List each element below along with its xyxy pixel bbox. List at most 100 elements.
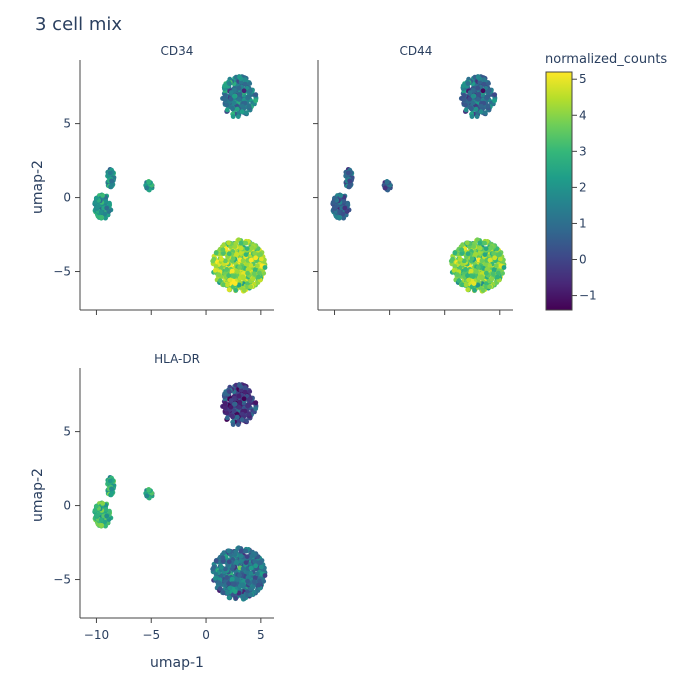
cell-point — [239, 109, 245, 115]
cell-point — [341, 199, 347, 204]
cell-point — [330, 200, 336, 205]
cell-point — [236, 237, 242, 243]
cell-point — [238, 240, 244, 246]
cell-point — [466, 277, 472, 283]
cell-point — [255, 263, 260, 269]
cell-point — [491, 267, 497, 273]
colorbar-tick-label: 1 — [579, 216, 587, 230]
cell-point — [338, 193, 344, 198]
cell-point — [470, 100, 476, 106]
cell-point — [244, 246, 250, 252]
cell-point — [241, 396, 247, 402]
cell-point — [224, 410, 230, 416]
cell-point — [233, 288, 239, 293]
cell-point — [243, 252, 249, 257]
cell-point — [213, 572, 219, 577]
cell-point — [486, 81, 491, 86]
cell-point — [228, 96, 234, 102]
cell-point — [236, 590, 242, 596]
cell-point — [347, 178, 353, 184]
cell-point — [104, 205, 110, 211]
cell-point — [246, 103, 252, 109]
panel-title-cd44: CD44 — [400, 44, 433, 58]
cell-point — [218, 256, 224, 262]
cell-point — [211, 564, 217, 570]
cell-point — [253, 98, 259, 104]
y-tick-label: 5 — [63, 425, 71, 439]
cell-point — [490, 271, 496, 277]
cell-point — [227, 81, 232, 86]
cell-point — [99, 523, 105, 528]
colorbar-gradient — [545, 71, 573, 311]
cell-point — [232, 93, 237, 99]
cell-point — [246, 397, 252, 402]
x-tick-label: −5 — [142, 628, 160, 642]
cell-point — [476, 264, 481, 270]
cell-point — [248, 592, 254, 598]
cell-point — [222, 401, 228, 406]
cell-point — [477, 240, 483, 246]
cell-point — [103, 215, 108, 221]
cell-point — [487, 284, 492, 290]
chart-title: 3 cell mix — [35, 14, 122, 35]
cell-point — [493, 263, 499, 269]
cell-point — [228, 90, 234, 95]
cell-point — [232, 244, 238, 250]
cell-point — [225, 282, 230, 288]
cell-point — [253, 400, 259, 406]
cell-point — [262, 573, 268, 578]
cell-point — [237, 400, 243, 405]
cell-point — [237, 572, 243, 578]
cell-point — [469, 114, 475, 119]
cell-point — [256, 582, 261, 588]
cell-point — [470, 93, 476, 99]
cell-point — [464, 240, 470, 246]
points-hla-dr — [92, 382, 268, 602]
cell-point — [236, 85, 242, 91]
cell-point — [221, 590, 227, 596]
cell-point — [473, 269, 479, 274]
cell-point — [248, 263, 254, 268]
cell-point — [479, 258, 485, 264]
cell-point — [242, 389, 248, 395]
cell-point — [225, 590, 230, 596]
cell-point — [218, 564, 224, 570]
cell-point — [250, 584, 256, 590]
colorbar-tick-label: 2 — [579, 180, 587, 194]
cell-point — [98, 517, 104, 523]
cell-point — [146, 487, 152, 493]
cell-point — [244, 418, 249, 424]
cell-point — [245, 578, 251, 584]
cell-point — [258, 564, 264, 570]
cell-point — [477, 79, 483, 85]
cell-point — [257, 270, 262, 276]
cell-point — [482, 110, 488, 116]
cell-point — [232, 281, 238, 286]
panel-cd44: CD44 — [313, 44, 513, 315]
cell-point — [232, 401, 237, 407]
cell-point — [236, 282, 242, 288]
cell-point — [475, 85, 481, 91]
cell-point — [224, 267, 230, 272]
cell-point — [480, 88, 486, 94]
cell-point — [461, 97, 467, 102]
cell-point — [240, 274, 246, 280]
cell-point — [242, 595, 247, 601]
cell-point — [234, 414, 240, 420]
cell-point — [495, 270, 501, 276]
cell-point — [232, 552, 238, 557]
cell-point — [103, 523, 108, 529]
cell-point — [242, 287, 247, 293]
cell-point — [475, 237, 480, 243]
cell-point — [224, 107, 230, 113]
cell-point — [472, 288, 477, 293]
cell-point — [246, 411, 252, 417]
cell-point — [472, 74, 478, 80]
colorbar-tick-label: 3 — [579, 144, 587, 158]
cell-point — [475, 74, 481, 80]
x-tick-label: 0 — [202, 628, 210, 642]
cell-point — [233, 596, 239, 601]
cell-point — [461, 258, 467, 264]
cell-point — [238, 79, 244, 85]
cell-point — [456, 278, 462, 284]
